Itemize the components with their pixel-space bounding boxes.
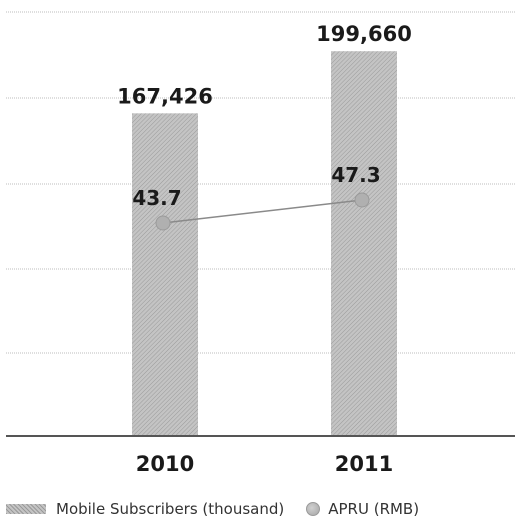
x-tick-labels: 2010 2011 (136, 452, 393, 476)
legend-bar-swatch (6, 504, 46, 514)
gridlines (6, 11, 515, 354)
legend: Mobile Subscribers (thousand) APRU (RMB) (6, 500, 419, 518)
bar-2011 (331, 51, 397, 437)
line-value-label: 43.7 (132, 186, 181, 210)
legend-line-label: APRU (RMB) (328, 500, 420, 518)
line-series (155, 192, 370, 231)
line-value-label: 47.3 (331, 163, 380, 187)
x-tick-label: 2010 (136, 452, 194, 476)
legend-bar-label: Mobile Subscribers (thousand) (56, 500, 285, 518)
aprU-point-2011 (354, 192, 370, 208)
aprU-point-2010 (155, 215, 171, 231)
bar-value-label: 199,660 (316, 22, 412, 46)
data-labels: 167,426 199,660 43.7 47.3 (117, 22, 412, 210)
bar-series (132, 51, 397, 437)
bar-value-label: 167,426 (117, 84, 213, 108)
x-tick-label: 2011 (335, 452, 393, 476)
legend-line-swatch (306, 502, 321, 516)
aprU-line (162, 199, 363, 224)
chart-area: 167,426 199,660 43.7 47.3 2010 2011 (6, 11, 515, 476)
bar-2010 (132, 113, 198, 437)
